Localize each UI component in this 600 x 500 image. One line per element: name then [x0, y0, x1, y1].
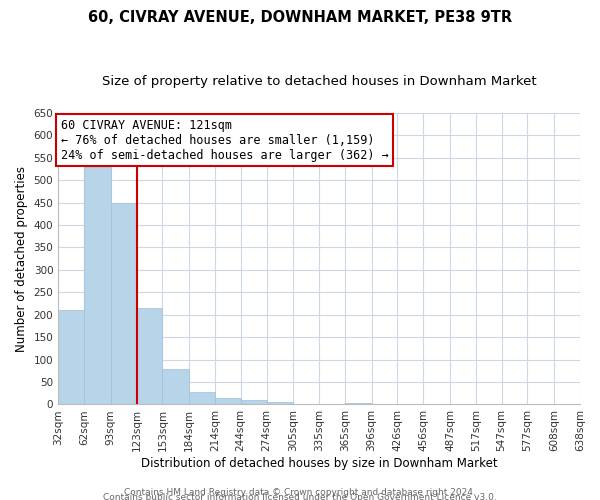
Bar [189, 392, 215, 404]
Bar [215, 398, 241, 404]
Text: 60 CIVRAY AVENUE: 121sqm
← 76% of detached houses are smaller (1,159)
24% of sem: 60 CIVRAY AVENUE: 121sqm ← 76% of detach… [61, 118, 389, 162]
Text: Contains public sector information licensed under the Open Government Licence v3: Contains public sector information licen… [103, 492, 497, 500]
Bar [84, 166, 110, 404]
Bar [137, 308, 163, 404]
Bar [266, 402, 293, 404]
Text: 60, CIVRAY AVENUE, DOWNHAM MARKET, PE38 9TR: 60, CIVRAY AVENUE, DOWNHAM MARKET, PE38 … [88, 10, 512, 25]
Bar [110, 202, 137, 404]
Bar [345, 403, 371, 404]
Title: Size of property relative to detached houses in Downham Market: Size of property relative to detached ho… [102, 75, 536, 88]
X-axis label: Distribution of detached houses by size in Downham Market: Distribution of detached houses by size … [141, 457, 497, 470]
Bar [163, 368, 189, 404]
Y-axis label: Number of detached properties: Number of detached properties [15, 166, 28, 352]
Bar [58, 310, 84, 404]
Bar [241, 400, 266, 404]
Text: Contains HM Land Registry data © Crown copyright and database right 2024.: Contains HM Land Registry data © Crown c… [124, 488, 476, 497]
